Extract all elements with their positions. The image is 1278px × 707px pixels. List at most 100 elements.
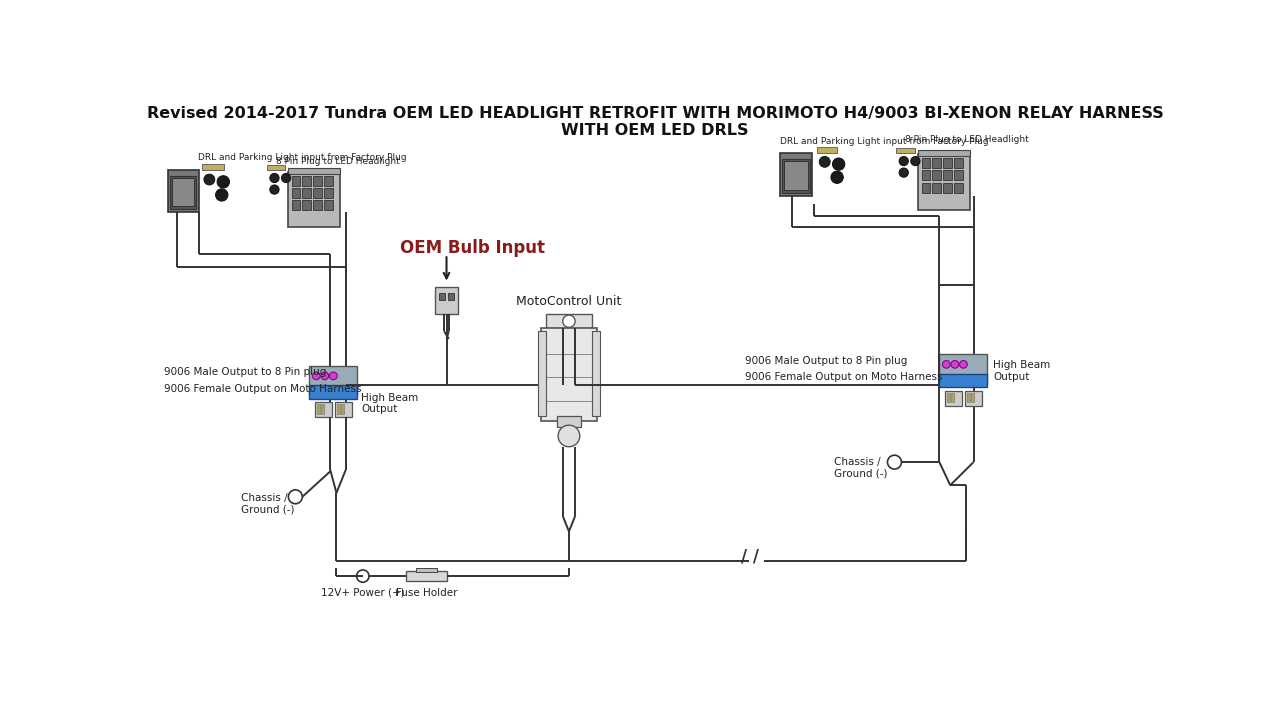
Circle shape: [217, 176, 230, 188]
Bar: [921, 182, 930, 192]
Bar: [955, 158, 962, 168]
Bar: [288, 172, 340, 227]
Bar: [321, 404, 325, 414]
Bar: [785, 161, 808, 190]
Circle shape: [330, 372, 337, 380]
Circle shape: [911, 156, 920, 165]
Text: 9006 Male Output to 8 Pin plug: 9006 Male Output to 8 Pin plug: [164, 367, 326, 377]
Bar: [939, 354, 988, 384]
Text: 9006 Male Output to 8 Pin plug: 9006 Male Output to 8 Pin plug: [745, 356, 907, 366]
Bar: [918, 154, 970, 209]
Circle shape: [819, 156, 831, 168]
Bar: [303, 188, 311, 198]
Text: 12V+ Power (+): 12V+ Power (+): [321, 588, 405, 597]
Circle shape: [357, 570, 369, 583]
Bar: [971, 393, 974, 402]
Bar: [944, 390, 962, 406]
Bar: [309, 385, 358, 399]
Circle shape: [951, 361, 958, 368]
Bar: [780, 153, 813, 196]
Bar: [170, 176, 197, 209]
Bar: [313, 188, 322, 198]
Bar: [325, 188, 332, 198]
Bar: [325, 200, 332, 211]
Bar: [314, 402, 332, 417]
Bar: [303, 200, 311, 211]
Bar: [337, 404, 340, 414]
Bar: [943, 158, 952, 168]
Bar: [933, 170, 941, 180]
Bar: [291, 188, 300, 198]
Bar: [438, 293, 445, 300]
Bar: [546, 315, 592, 328]
Text: Revised 2014-2017 Tundra OEM LED HEADLIGHT RETROFIT WITH MORIMOTO H4/9003 BI-XEN: Revised 2014-2017 Tundra OEM LED HEADLIG…: [147, 106, 1163, 122]
Bar: [406, 571, 446, 581]
Circle shape: [831, 171, 843, 183]
Text: DRL and Parking Light input from Factory Plug: DRL and Parking Light input from Factory…: [780, 137, 988, 146]
Circle shape: [558, 425, 580, 447]
Circle shape: [942, 361, 951, 368]
Bar: [291, 200, 300, 211]
Bar: [167, 170, 198, 212]
Text: DRL and Parking Light input from Factory Plug: DRL and Parking Light input from Factory…: [198, 153, 408, 162]
Bar: [955, 182, 962, 192]
Text: / /: / /: [741, 547, 759, 565]
Bar: [592, 332, 599, 416]
Bar: [943, 170, 952, 180]
Circle shape: [900, 156, 909, 165]
Bar: [267, 165, 285, 170]
Bar: [435, 287, 458, 315]
Bar: [947, 393, 951, 402]
Bar: [341, 404, 344, 414]
Text: OEM Bulb Input: OEM Bulb Input: [400, 239, 544, 257]
Text: Chassis /
Ground (-): Chassis / Ground (-): [242, 493, 295, 515]
Bar: [313, 200, 322, 211]
Circle shape: [270, 173, 279, 182]
Circle shape: [281, 173, 290, 182]
Bar: [933, 182, 941, 192]
Text: 9006 Female Output on Moto Harness: 9006 Female Output on Moto Harness: [745, 373, 942, 382]
Bar: [918, 149, 970, 156]
Bar: [943, 182, 952, 192]
Bar: [939, 373, 988, 387]
Bar: [817, 147, 837, 153]
Text: 8 Pin Plug to LED Headlight: 8 Pin Plug to LED Headlight: [905, 135, 1029, 144]
Bar: [449, 293, 454, 300]
Bar: [325, 176, 332, 186]
Bar: [921, 170, 930, 180]
Bar: [202, 164, 224, 170]
Bar: [291, 176, 300, 186]
Text: WITH OEM LED DRLS: WITH OEM LED DRLS: [561, 123, 749, 139]
Circle shape: [562, 315, 575, 327]
Bar: [288, 168, 340, 174]
Bar: [921, 158, 930, 168]
Bar: [303, 176, 311, 186]
Text: High Beam
Output: High Beam Output: [362, 393, 418, 414]
Bar: [967, 393, 970, 402]
Bar: [309, 366, 358, 395]
Circle shape: [321, 372, 328, 380]
Bar: [965, 390, 982, 406]
Circle shape: [900, 168, 909, 177]
Text: High Beam
Output: High Beam Output: [993, 361, 1051, 382]
Text: Chassis /
Ground (-): Chassis / Ground (-): [835, 457, 887, 479]
Bar: [933, 158, 941, 168]
Bar: [955, 170, 962, 180]
Circle shape: [216, 189, 227, 201]
Circle shape: [289, 490, 303, 503]
Bar: [313, 176, 322, 186]
Text: MotoControl Unit: MotoControl Unit: [516, 295, 621, 308]
Circle shape: [270, 185, 279, 194]
Text: 9006 Female Output on Moto Harness: 9006 Female Output on Moto Harness: [164, 384, 362, 394]
Bar: [896, 148, 915, 153]
Bar: [415, 568, 437, 572]
Circle shape: [887, 455, 901, 469]
Bar: [173, 178, 194, 206]
Bar: [317, 404, 321, 414]
Bar: [556, 416, 581, 428]
Bar: [538, 332, 546, 416]
Circle shape: [204, 174, 215, 185]
Text: Fuse Holder: Fuse Holder: [396, 588, 458, 597]
Bar: [335, 402, 351, 417]
Circle shape: [960, 361, 967, 368]
